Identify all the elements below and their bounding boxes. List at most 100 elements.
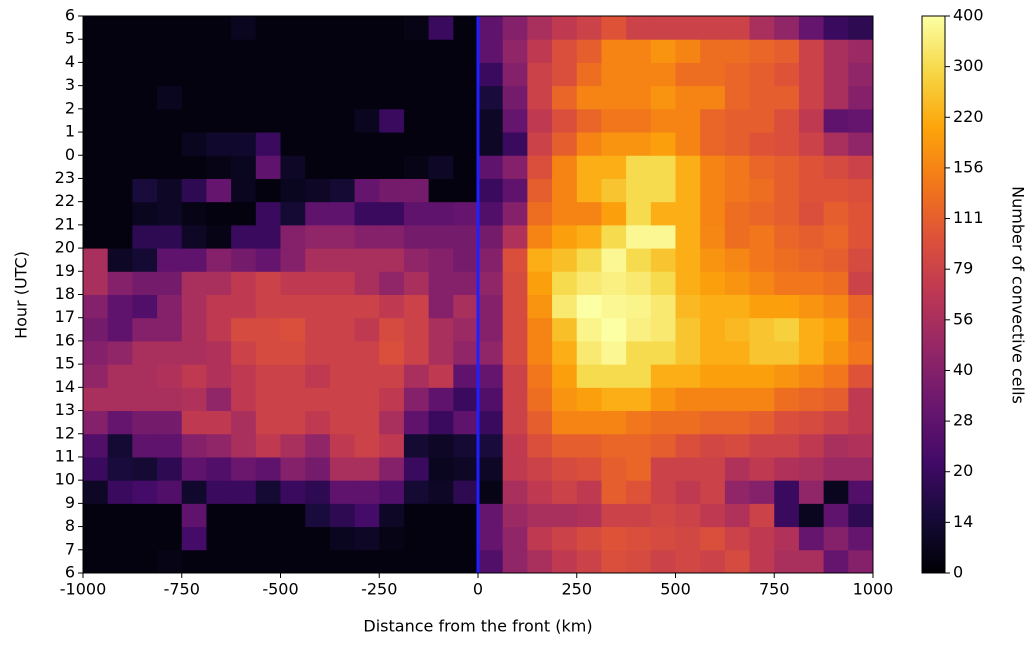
heatmap-cell: [428, 410, 454, 435]
heatmap-cell: [305, 62, 331, 87]
heatmap-cell: [527, 201, 553, 226]
heatmap-cell: [724, 480, 751, 504]
heatmap-cell: [305, 248, 331, 272]
heatmap-cell: [280, 271, 306, 295]
heatmap-cell: [280, 526, 306, 551]
heatmap-cell: [305, 271, 331, 295]
y-tick-label: 10: [55, 470, 75, 489]
heatmap-cell: [255, 178, 281, 203]
heatmap-cell: [181, 201, 207, 226]
heatmap-cell: [157, 410, 183, 435]
heatmap-cell: [379, 132, 405, 156]
heatmap-cell: [83, 503, 109, 528]
heatmap-cell: [798, 340, 825, 365]
heatmap-cell: [650, 480, 676, 504]
y-tick-label: 12: [55, 423, 75, 442]
heatmap-cell: [107, 480, 133, 504]
heatmap-cell: [305, 178, 331, 203]
heatmap-cell: [132, 155, 158, 179]
heatmap-cell: [527, 433, 553, 458]
heatmap-cell: [478, 456, 504, 481]
heatmap-cell: [206, 224, 232, 249]
heatmap-cell: [478, 85, 504, 110]
heatmap-cell: [576, 16, 602, 40]
heatmap-cell: [329, 271, 356, 295]
heatmap-cell: [403, 503, 430, 528]
heatmap-cell: [428, 155, 454, 179]
heatmap-cell: [280, 387, 306, 412]
heatmap-cell: [601, 16, 627, 40]
heatmap-cell: [749, 201, 775, 226]
heatmap-cell: [354, 271, 380, 295]
heatmap-cell: [823, 108, 849, 133]
heatmap-cell: [428, 433, 454, 458]
heatmap-cell: [527, 503, 553, 528]
heatmap-cell: [724, 317, 751, 342]
heatmap-cell: [280, 132, 306, 156]
heatmap-cell: [403, 16, 430, 40]
heatmap-cell: [157, 387, 183, 412]
heatmap-cell: [107, 456, 133, 481]
heatmap-cell: [329, 526, 356, 551]
heatmap-cell: [700, 410, 726, 435]
heatmap-cell: [132, 201, 158, 226]
heatmap-cell: [798, 85, 825, 110]
heatmap-cell: [848, 62, 874, 87]
heatmap-cell: [774, 62, 800, 87]
heatmap-cell: [428, 317, 454, 342]
heatmap-cell: [700, 294, 726, 319]
heatmap-cell: [305, 480, 331, 504]
heatmap-cell: [280, 85, 306, 110]
heatmap-cell: [206, 526, 232, 551]
heatmap-cell: [527, 456, 553, 481]
heatmap-cell: [181, 317, 207, 342]
heatmap-cell: [453, 433, 479, 458]
heatmap-cell: [354, 224, 380, 249]
heatmap-cell: [774, 271, 800, 295]
colorbar-tick-label: 20: [953, 461, 973, 480]
heatmap-cell: [478, 294, 504, 319]
heatmap-cell: [181, 39, 207, 63]
heatmap-cell: [774, 480, 800, 504]
heatmap-cell: [157, 62, 183, 87]
heatmap-cell: [231, 549, 257, 574]
heatmap-cell: [478, 480, 504, 504]
heatmap-cell: [675, 178, 701, 203]
heatmap-cell: [552, 178, 578, 203]
heatmap-cell: [157, 248, 183, 272]
heatmap-cell: [798, 178, 825, 203]
heatmap-cell: [280, 62, 306, 87]
heatmap-cell: [403, 155, 430, 179]
heatmap-cell: [255, 155, 281, 179]
heatmap-cell: [478, 39, 504, 63]
heatmap-cell: [83, 340, 109, 365]
heatmap-cell: [724, 108, 751, 133]
heatmap-cell: [206, 155, 232, 179]
heatmap-cell: [206, 62, 232, 87]
heatmap-cell: [848, 364, 874, 388]
heatmap-cell: [305, 549, 331, 574]
heatmap-cell: [478, 271, 504, 295]
heatmap-cell: [379, 526, 405, 551]
heatmap-cell: [749, 549, 775, 574]
heatmap-cell: [650, 39, 676, 63]
heatmap-cell: [502, 39, 528, 63]
heatmap-cell: [280, 39, 306, 63]
heatmap-cell: [403, 248, 430, 272]
heatmap-cell: [626, 317, 652, 342]
heatmap-cell: [305, 340, 331, 365]
heatmap-cell: [255, 387, 281, 412]
x-tick-label: -500: [262, 580, 298, 599]
heatmap-cell: [576, 271, 602, 295]
heatmap-cell: [206, 340, 232, 365]
heatmap-cell: [700, 526, 726, 551]
heatmap-cell: [650, 248, 676, 272]
heatmap-cell: [552, 85, 578, 110]
heatmap-cell: [798, 387, 825, 412]
heatmap-cell: [181, 410, 207, 435]
heatmap-cell: [749, 364, 775, 388]
heatmap-cell: [724, 248, 751, 272]
heatmap-cell: [305, 294, 331, 319]
heatmap-cell: [231, 433, 257, 458]
heatmap-cell: [255, 410, 281, 435]
